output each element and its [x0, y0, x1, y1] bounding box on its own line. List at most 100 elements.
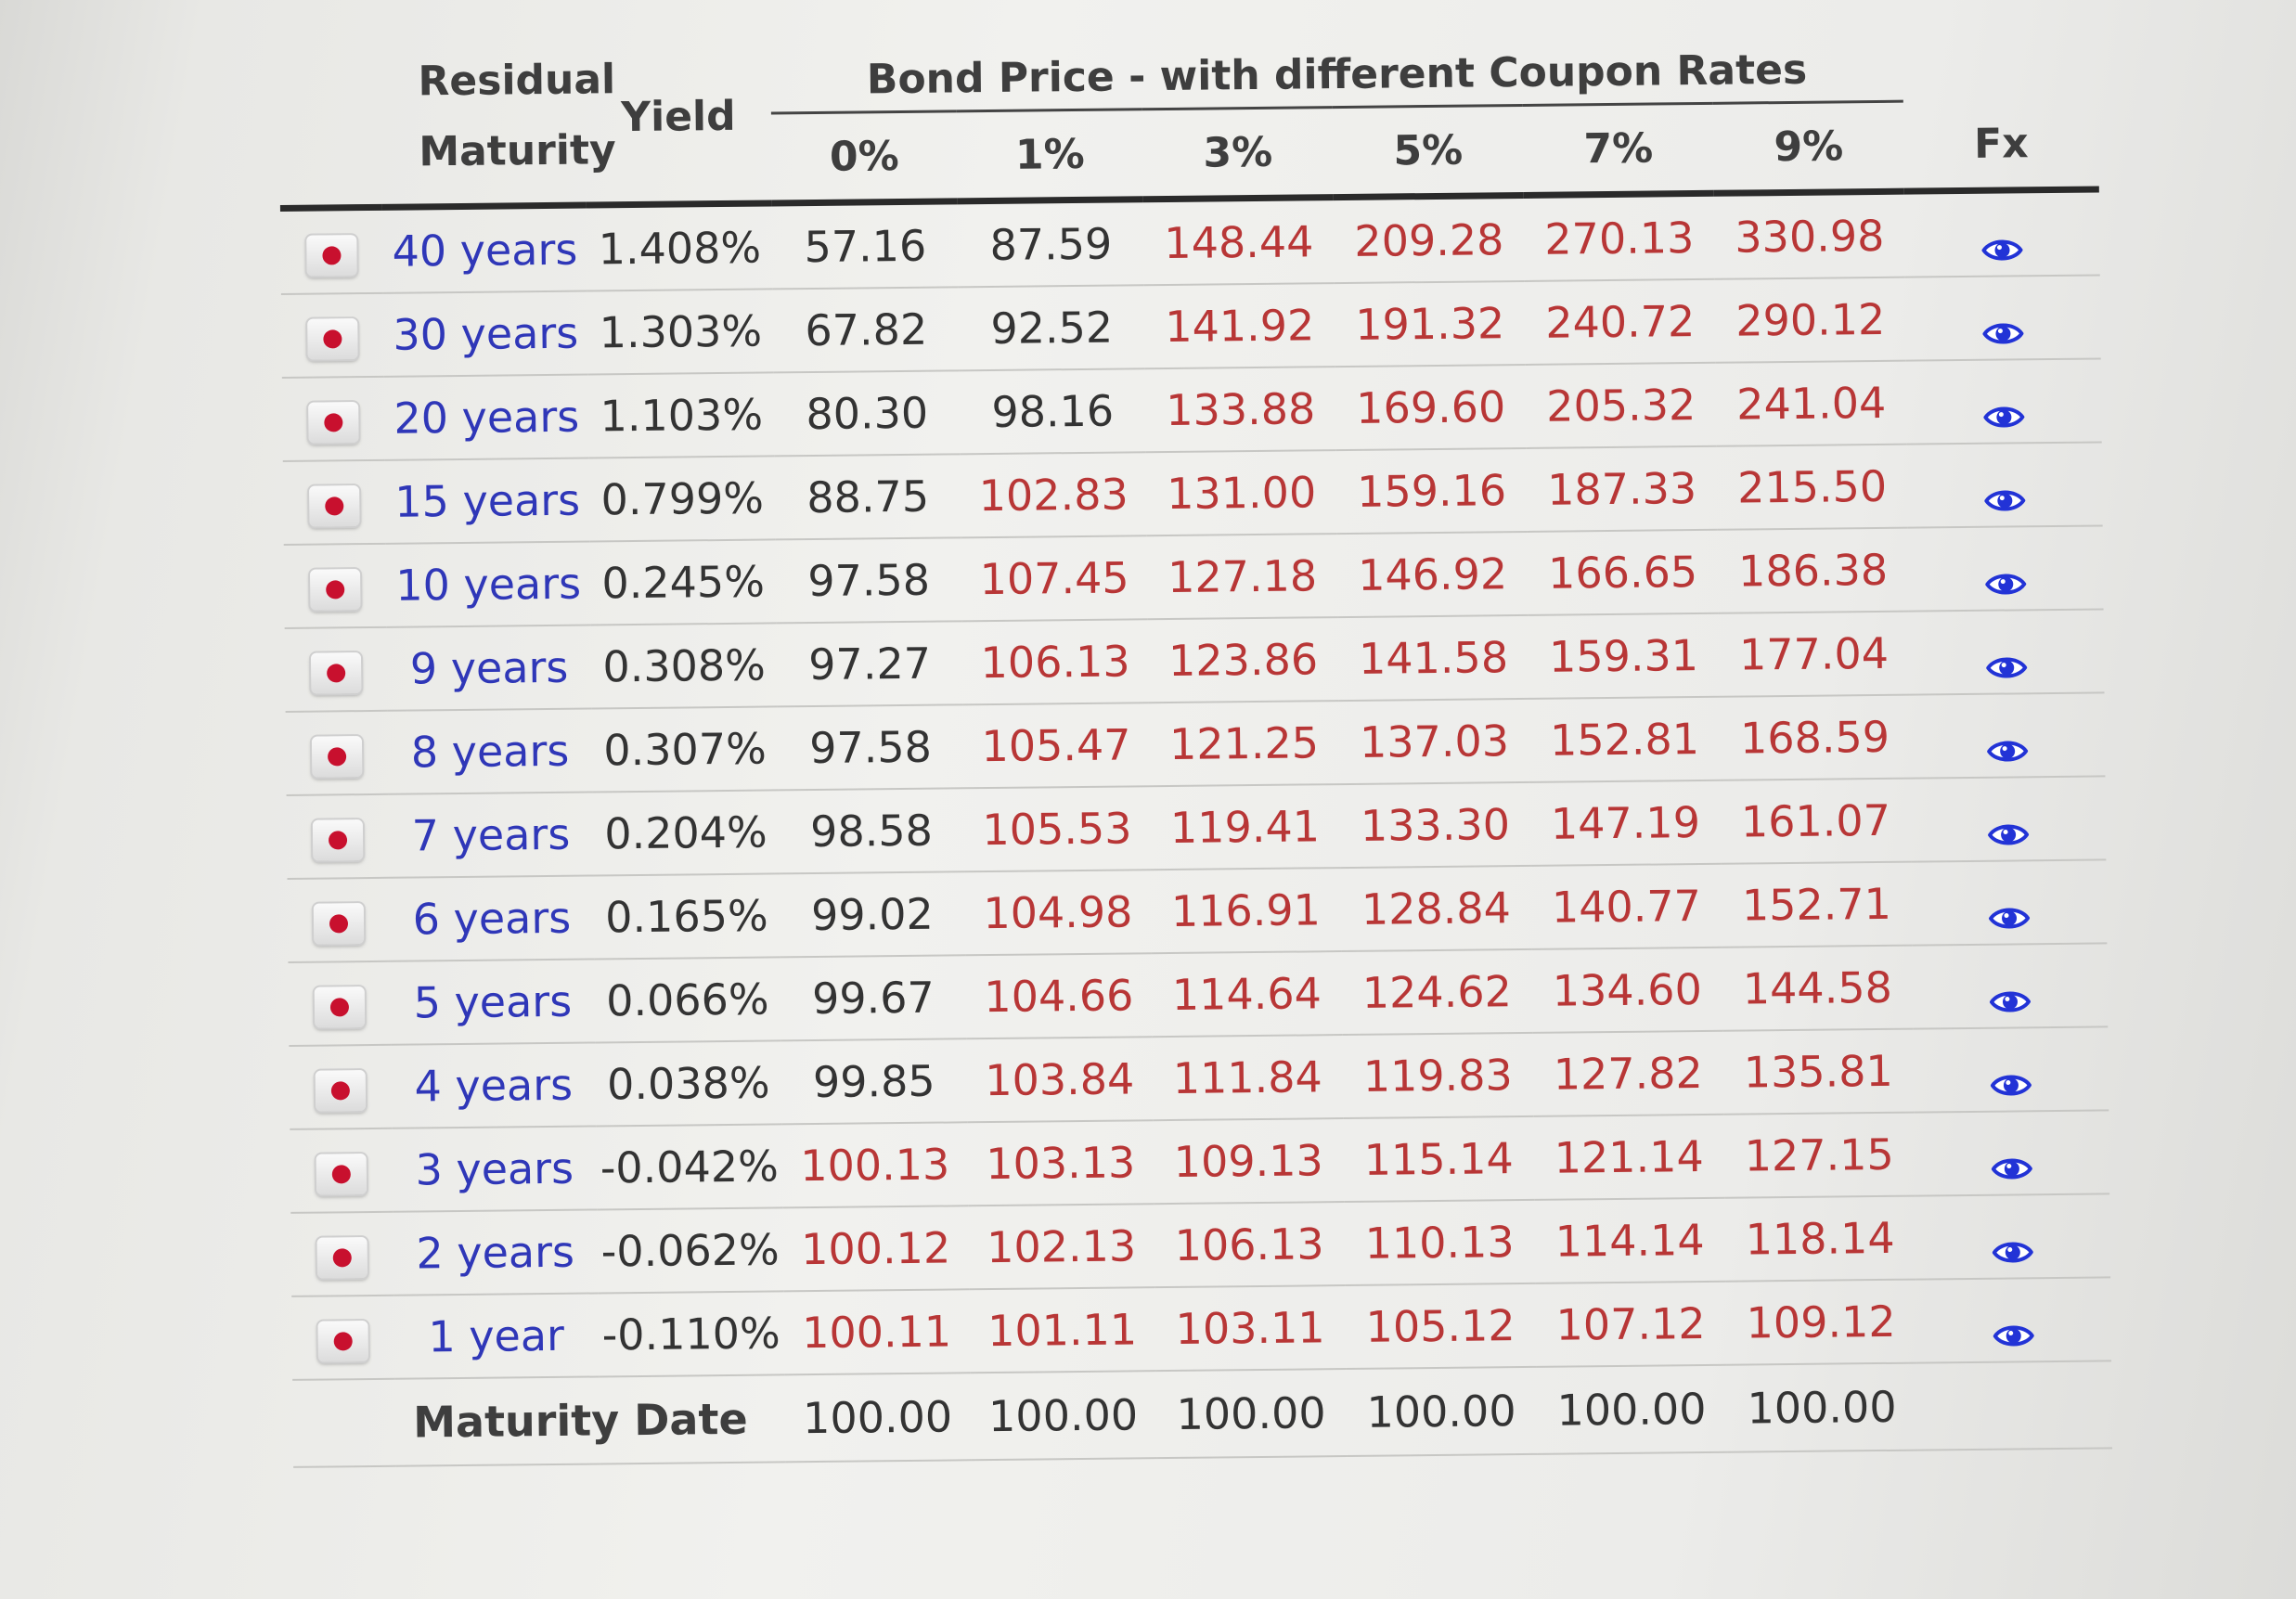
price-cell: 101.11 [969, 1287, 1156, 1373]
fx-cell [1915, 1193, 2111, 1280]
maturity-link[interactable]: 1 year [393, 1293, 600, 1379]
maturity-price-cell: 100.00 [784, 1373, 972, 1463]
eye-icon[interactable] [1989, 975, 2032, 1012]
eye-icon[interactable] [1993, 1309, 2035, 1346]
maturity-link[interactable]: 5 years [390, 959, 596, 1045]
yield-value: 0.799% [588, 456, 776, 542]
header-bond-price-group: Bond Price - with different Coupon Rates [769, 19, 1903, 113]
maturity-link[interactable]: 15 years [384, 458, 590, 544]
japan-flag-icon [313, 902, 365, 945]
maturity-price-cell: 100.00 [1726, 1362, 1918, 1452]
price-cell: 166.65 [1527, 529, 1719, 615]
maturity-link[interactable]: 20 years [383, 374, 589, 460]
price-cell: 127.18 [1146, 534, 1338, 620]
maturity-link[interactable]: 9 years [386, 625, 592, 711]
japan-flag-icon [315, 1069, 367, 1112]
eye-icon[interactable] [1992, 1226, 2034, 1262]
table-row: 10 years 0.245% 97.58 107.45 127.18 146.92 166… [283, 525, 2104, 628]
japan-flag-icon [314, 986, 366, 1028]
table-row: 7 years 0.204% 98.58 105.53 119.41 133.30 147.… [286, 776, 2107, 879]
fx-cell [1905, 358, 2102, 445]
flag-cell [287, 877, 391, 962]
price-cell: 98.58 [778, 788, 965, 874]
price-cell: 105.53 [963, 786, 1151, 872]
maturity-price-cell: 100.00 [1346, 1366, 1538, 1457]
fx-cell [1908, 609, 2105, 695]
price-cell: 119.83 [1342, 1032, 1534, 1119]
flag-cell [281, 376, 385, 461]
maturity-link[interactable]: 3 years [392, 1126, 598, 1212]
fx-cell [1903, 188, 2100, 277]
table-row: 5 years 0.066% 99.67 104.66 114.64 124.62 134.… [288, 943, 2109, 1046]
header-coupon-3: 3% [1142, 107, 1334, 200]
maturity-link[interactable]: 10 years [385, 541, 591, 627]
price-cell: 159.31 [1528, 613, 1720, 699]
price-cell: 127.82 [1532, 1030, 1724, 1116]
price-cell: 115.14 [1343, 1115, 1535, 1203]
price-cell: 103.84 [966, 1037, 1154, 1123]
eye-icon[interactable] [1985, 641, 2028, 678]
price-cell: 121.14 [1533, 1114, 1725, 1200]
maturity-link[interactable]: 8 years [387, 708, 593, 794]
eye-icon[interactable] [1990, 1059, 2032, 1096]
price-cell: 209.28 [1333, 195, 1525, 284]
price-cell: 131.00 [1145, 450, 1337, 536]
fx-cell [1912, 943, 2109, 1029]
header-residual-maturity: Residual Maturity [278, 33, 616, 209]
price-cell: 177.04 [1718, 611, 1910, 697]
price-cell: 191.32 [1334, 280, 1526, 368]
price-cell: 99.67 [780, 955, 967, 1041]
flag-cell [291, 1295, 395, 1380]
flag-cell [280, 292, 384, 378]
japan-flag-icon [312, 819, 364, 861]
fx-cell [1904, 275, 2101, 361]
eye-icon[interactable] [1988, 892, 2031, 929]
fx-cell [1911, 859, 2108, 946]
japan-flag-icon [317, 1320, 368, 1362]
bond-price-table-container: Residual Maturity Yield Bond Price - wit… [278, 18, 2113, 1502]
price-cell: 100.12 [782, 1206, 970, 1292]
table-row: 30 years 1.303% 67.82 92.52 141.92 191.32 240.… [280, 275, 2101, 378]
price-cell: 152.81 [1529, 696, 1721, 782]
maturity-link[interactable]: 2 years [393, 1209, 599, 1296]
maturity-link[interactable]: 4 years [391, 1042, 597, 1128]
table-row: 2 years -0.062% 100.12 102.13 106.13 110.13 11… [290, 1193, 2111, 1296]
maturity-link[interactable]: 6 years [389, 875, 595, 961]
flag-cell [290, 1211, 394, 1296]
eye-icon[interactable] [1982, 307, 2024, 344]
eye-icon[interactable] [1986, 725, 2029, 762]
price-cell: 67.82 [772, 287, 960, 373]
maturity-link[interactable]: 40 years [381, 205, 587, 293]
header-coupon-7: 7% [1522, 103, 1714, 196]
price-cell: 146.92 [1336, 531, 1529, 618]
header-coupon-9: 9% [1712, 101, 1904, 194]
maturity-link[interactable]: 30 years [382, 290, 588, 377]
price-cell: 290.12 [1714, 277, 1906, 363]
price-cell: 111.84 [1152, 1035, 1344, 1121]
maturity-link[interactable]: 7 years [388, 792, 594, 878]
yield-value: 0.307% [591, 706, 779, 793]
price-cell: 205.32 [1525, 362, 1717, 448]
price-cell: 109.12 [1725, 1279, 1917, 1365]
eye-icon[interactable] [1984, 558, 2027, 595]
japan-flag-icon [309, 484, 360, 527]
flag-cell [285, 710, 389, 795]
header-coupon-5: 5% [1332, 105, 1524, 198]
table-row: 4 years 0.038% 99.85 103.84 111.84 119.83 127.… [289, 1026, 2109, 1129]
price-cell: 88.75 [774, 454, 961, 540]
table-row: 40 years 1.408% 57.16 87.59 148.44 209.28 270.… [279, 188, 2100, 294]
bond-price-table: Residual Maturity Yield Bond Price - wit… [278, 18, 2113, 1467]
price-cell: 100.13 [781, 1122, 969, 1208]
eye-icon[interactable] [1991, 1142, 2033, 1179]
price-cell: 97.58 [775, 537, 962, 624]
yield-value: -0.110% [598, 1291, 785, 1377]
price-cell: 141.58 [1337, 614, 1529, 702]
eye-icon[interactable] [1983, 391, 2025, 428]
fx-cell [1906, 442, 2103, 528]
price-cell: 121.25 [1148, 701, 1340, 787]
bond-table-body: 40 years 1.408% 57.16 87.59 148.44 209.28 270.… [279, 188, 2113, 1467]
eye-icon[interactable] [1981, 224, 2023, 261]
price-cell: 105.47 [962, 703, 1150, 789]
eye-icon[interactable] [1987, 808, 2030, 845]
eye-icon[interactable] [1983, 474, 2026, 511]
